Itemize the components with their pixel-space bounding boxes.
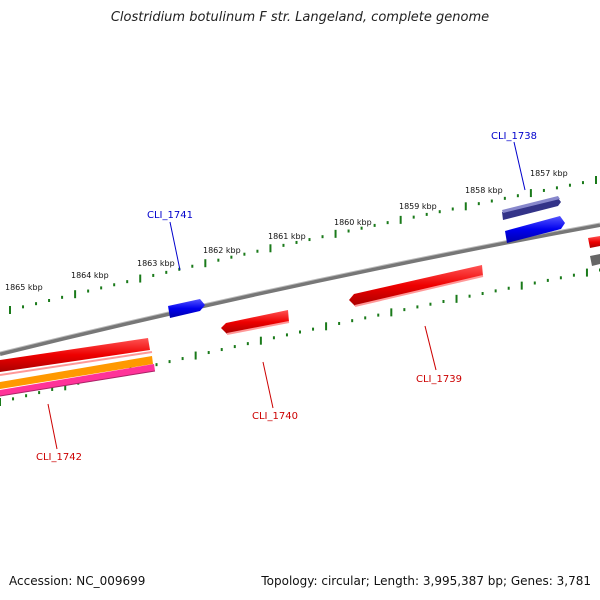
- map-title: Clostridium botulinum F str. Langeland, …: [110, 10, 490, 25]
- scale-label-1861: 1861 kbp: [268, 232, 306, 241]
- scale-label-1859: 1859 kbp: [399, 202, 437, 211]
- topology-label: Topology: circular; Length: 3,995,387 bp…: [261, 574, 591, 588]
- callout-cli-1738: [513, 141, 526, 191]
- genome-backbone: [0, 223, 600, 356]
- callout-cli-1741: [169, 221, 181, 271]
- gene-cli-1738[interactable]: [502, 196, 565, 243]
- gene-cli-1740[interactable]: [221, 310, 290, 335]
- gene-label-cli-1742[interactable]: CLI_1742: [36, 452, 82, 463]
- gene-label-cli-1741[interactable]: CLI_1741: [147, 210, 193, 221]
- callout-cli-1739: [424, 325, 437, 371]
- gene-label-cli-1738[interactable]: CLI_1738: [491, 131, 537, 142]
- gene-cli-1739[interactable]: [349, 265, 484, 307]
- accession-label: Accession: NC_009699: [9, 574, 146, 588]
- scale-label-1862: 1862 kbp: [203, 246, 241, 255]
- scale-label-1863: 1863 kbp: [137, 259, 175, 268]
- scale-label-1864: 1864 kbp: [71, 271, 109, 280]
- scale-label-1858: 1858 kbp: [465, 186, 503, 195]
- gene-label-cli-1739[interactable]: CLI_1739: [416, 374, 462, 385]
- callout-cli-1740: [262, 361, 274, 409]
- inner-scale-ticks: [0, 268, 600, 406]
- gene-cli-1742[interactable]: [0, 338, 156, 397]
- scale-label-1860: 1860 kbp: [334, 218, 372, 227]
- scale-label-1865: 1865 kbp: [5, 283, 43, 292]
- gene-right-edge[interactable]: [588, 236, 600, 266]
- callout-cli-1742: [47, 403, 58, 450]
- outer-scale-ticks: [9, 176, 597, 314]
- scale-label-1857: 1857 kbp: [530, 169, 568, 178]
- gene-label-cli-1740[interactable]: CLI_1740: [252, 411, 298, 422]
- gene-cli-1741[interactable]: [168, 299, 205, 318]
